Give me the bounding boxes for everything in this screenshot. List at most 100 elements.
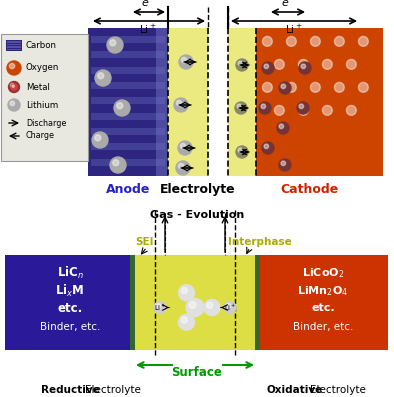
Circle shape	[286, 37, 296, 46]
Bar	[0, 200, 394, 397]
Circle shape	[264, 64, 269, 69]
Bar	[7, 41, 21, 42]
Text: Cathode: Cathode	[281, 183, 339, 196]
Circle shape	[113, 160, 119, 166]
Circle shape	[298, 106, 308, 115]
Text: Electrolyte: Electrolyte	[310, 385, 366, 395]
Circle shape	[204, 299, 220, 316]
FancyBboxPatch shape	[1, 34, 88, 161]
Text: Anode: Anode	[106, 183, 150, 196]
Circle shape	[11, 84, 17, 90]
Text: LiCoO$_2$: LiCoO$_2$	[302, 266, 344, 280]
Circle shape	[310, 37, 320, 46]
Bar	[258, 255, 388, 350]
Circle shape	[298, 60, 308, 69]
Text: LiC$_n$: LiC$_n$	[56, 265, 84, 281]
Text: Surface: Surface	[171, 366, 223, 379]
Circle shape	[236, 59, 248, 71]
Bar	[91, 97, 165, 104]
Bar	[91, 113, 165, 119]
Circle shape	[306, 78, 332, 104]
Circle shape	[9, 64, 15, 69]
Circle shape	[259, 102, 271, 114]
Circle shape	[238, 148, 243, 152]
Bar	[235, 255, 255, 350]
Circle shape	[359, 37, 368, 46]
Bar	[5, 255, 135, 350]
Circle shape	[180, 143, 186, 149]
Text: Li$^+$: Li$^+$	[224, 303, 236, 313]
Circle shape	[318, 101, 344, 127]
Circle shape	[12, 85, 14, 87]
Circle shape	[177, 100, 182, 106]
Circle shape	[156, 304, 161, 308]
Circle shape	[181, 58, 187, 63]
Bar	[91, 159, 165, 166]
Circle shape	[179, 55, 193, 69]
Circle shape	[95, 70, 111, 86]
Circle shape	[301, 64, 306, 69]
Circle shape	[354, 78, 380, 104]
Circle shape	[110, 40, 116, 46]
Text: Li$^+$: Li$^+$	[285, 23, 303, 36]
Text: Charge: Charge	[26, 131, 55, 141]
Text: Oxygen: Oxygen	[26, 64, 59, 73]
Bar	[6, 40, 22, 51]
Bar	[91, 82, 165, 89]
Circle shape	[258, 32, 284, 58]
Circle shape	[270, 55, 296, 81]
Circle shape	[261, 104, 266, 109]
Circle shape	[178, 141, 192, 155]
Circle shape	[10, 83, 15, 88]
Text: Binder, etc.: Binder, etc.	[293, 322, 353, 332]
Circle shape	[342, 101, 368, 127]
Text: Binder, etc.: Binder, etc.	[40, 322, 100, 332]
Text: Gas - Evolution: Gas - Evolution	[150, 210, 244, 220]
Circle shape	[262, 83, 272, 92]
Circle shape	[342, 55, 368, 81]
Circle shape	[294, 101, 320, 127]
Circle shape	[322, 60, 332, 69]
Circle shape	[286, 83, 296, 92]
Circle shape	[114, 100, 130, 116]
Text: Electrolyte: Electrolyte	[160, 183, 236, 196]
Bar	[91, 36, 165, 43]
Circle shape	[279, 124, 284, 129]
Circle shape	[299, 104, 304, 109]
Circle shape	[322, 106, 332, 115]
Bar	[7, 44, 21, 45]
Circle shape	[354, 32, 380, 58]
Circle shape	[110, 157, 126, 173]
Circle shape	[330, 78, 356, 104]
Text: Discharge: Discharge	[26, 118, 66, 127]
Circle shape	[238, 61, 243, 66]
Circle shape	[224, 301, 236, 314]
Bar	[7, 46, 21, 48]
Circle shape	[7, 61, 21, 75]
Circle shape	[189, 302, 196, 308]
Circle shape	[237, 104, 242, 109]
Circle shape	[335, 83, 344, 92]
Bar	[88, 28, 168, 176]
Circle shape	[107, 37, 123, 53]
Circle shape	[178, 164, 184, 169]
Text: Li$^+$: Li$^+$	[154, 303, 166, 313]
Circle shape	[306, 32, 332, 58]
Text: Reductive: Reductive	[41, 385, 99, 395]
Text: etc.: etc.	[311, 303, 335, 313]
Bar	[91, 143, 165, 150]
Text: Electrolyte: Electrolyte	[85, 385, 141, 395]
Circle shape	[310, 83, 320, 92]
Bar	[168, 28, 208, 176]
Circle shape	[346, 60, 356, 69]
Circle shape	[318, 55, 344, 81]
Circle shape	[235, 102, 247, 114]
Circle shape	[262, 142, 274, 154]
Bar	[91, 128, 165, 135]
Circle shape	[262, 37, 272, 46]
Circle shape	[8, 99, 20, 111]
Text: Carbon: Carbon	[26, 42, 57, 50]
Bar	[255, 255, 260, 350]
Circle shape	[226, 304, 230, 308]
Circle shape	[98, 73, 104, 79]
